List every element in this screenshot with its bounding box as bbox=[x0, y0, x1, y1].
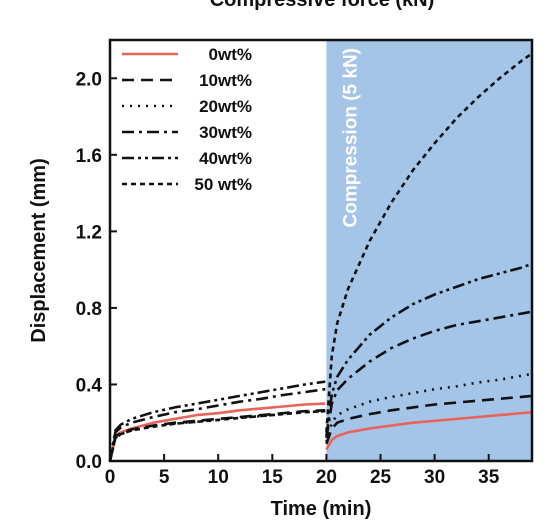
x-tick-label-35: 35 bbox=[478, 467, 500, 488]
compression-region-label: Compression (5 kN) bbox=[340, 48, 361, 227]
series-line-1-segment-1 bbox=[108, 402, 326, 462]
series-line-2-segment-1 bbox=[108, 409, 326, 462]
legend-label-2: 10wt% bbox=[199, 71, 252, 90]
series-line-4-segment-1 bbox=[108, 387, 326, 462]
y-axis: 0.0 0.4 0.8 1.2 1.6 2.0 bbox=[76, 69, 117, 473]
x-axis-title: Time (min) bbox=[271, 498, 372, 520]
x-tick-label-30: 30 bbox=[424, 467, 445, 488]
x-tick-label-20: 20 bbox=[316, 467, 337, 488]
plot-frame bbox=[108, 38, 534, 463]
x-tick-label-0: 0 bbox=[105, 467, 116, 488]
legend-label-4: 30wt% bbox=[199, 123, 252, 142]
y-tick-label-0.4: 0.4 bbox=[76, 375, 103, 396]
y-tick-label-2.0: 2.0 bbox=[76, 69, 102, 90]
legend-label-6: 50 wt% bbox=[194, 175, 252, 194]
x-tick-label-10: 10 bbox=[208, 467, 229, 488]
legend-label-5: 40wt% bbox=[199, 149, 252, 168]
legend-label-3: 20wt% bbox=[199, 97, 252, 116]
legend-label-1: 0wt% bbox=[209, 45, 252, 64]
x-tick-label-15: 15 bbox=[262, 467, 284, 488]
series-line-6-segment-1 bbox=[108, 409, 326, 462]
series-line-5-segment-2 bbox=[325, 262, 533, 437]
series-line-5-segment-1 bbox=[108, 380, 326, 462]
series-line-1-segment-2 bbox=[325, 410, 533, 451]
y-tick-label-1.2: 1.2 bbox=[76, 222, 102, 243]
series-line-2-segment-2 bbox=[325, 394, 533, 445]
x-tick-label-5: 5 bbox=[159, 467, 170, 488]
legend: 0wt% 10wt% 20wt% 30wt% 40wt% 50 wt% bbox=[122, 45, 252, 194]
series-line-4-segment-2 bbox=[325, 310, 533, 439]
chart-title: Compressive force (kN) bbox=[210, 0, 435, 11]
compression-region bbox=[326, 40, 532, 461]
x-tick-label-25: 25 bbox=[370, 467, 392, 488]
series-line-6-segment-2 bbox=[325, 52, 533, 433]
series-layer bbox=[108, 52, 533, 462]
x-axis: 0 5 10 15 20 25 30 35 bbox=[105, 454, 500, 488]
y-axis-title: Displacement (mm) bbox=[28, 158, 50, 343]
y-tick-label-0.0: 0.0 bbox=[76, 452, 102, 473]
y-tick-label-1.6: 1.6 bbox=[76, 146, 102, 167]
y-tick-label-0.8: 0.8 bbox=[76, 299, 102, 320]
